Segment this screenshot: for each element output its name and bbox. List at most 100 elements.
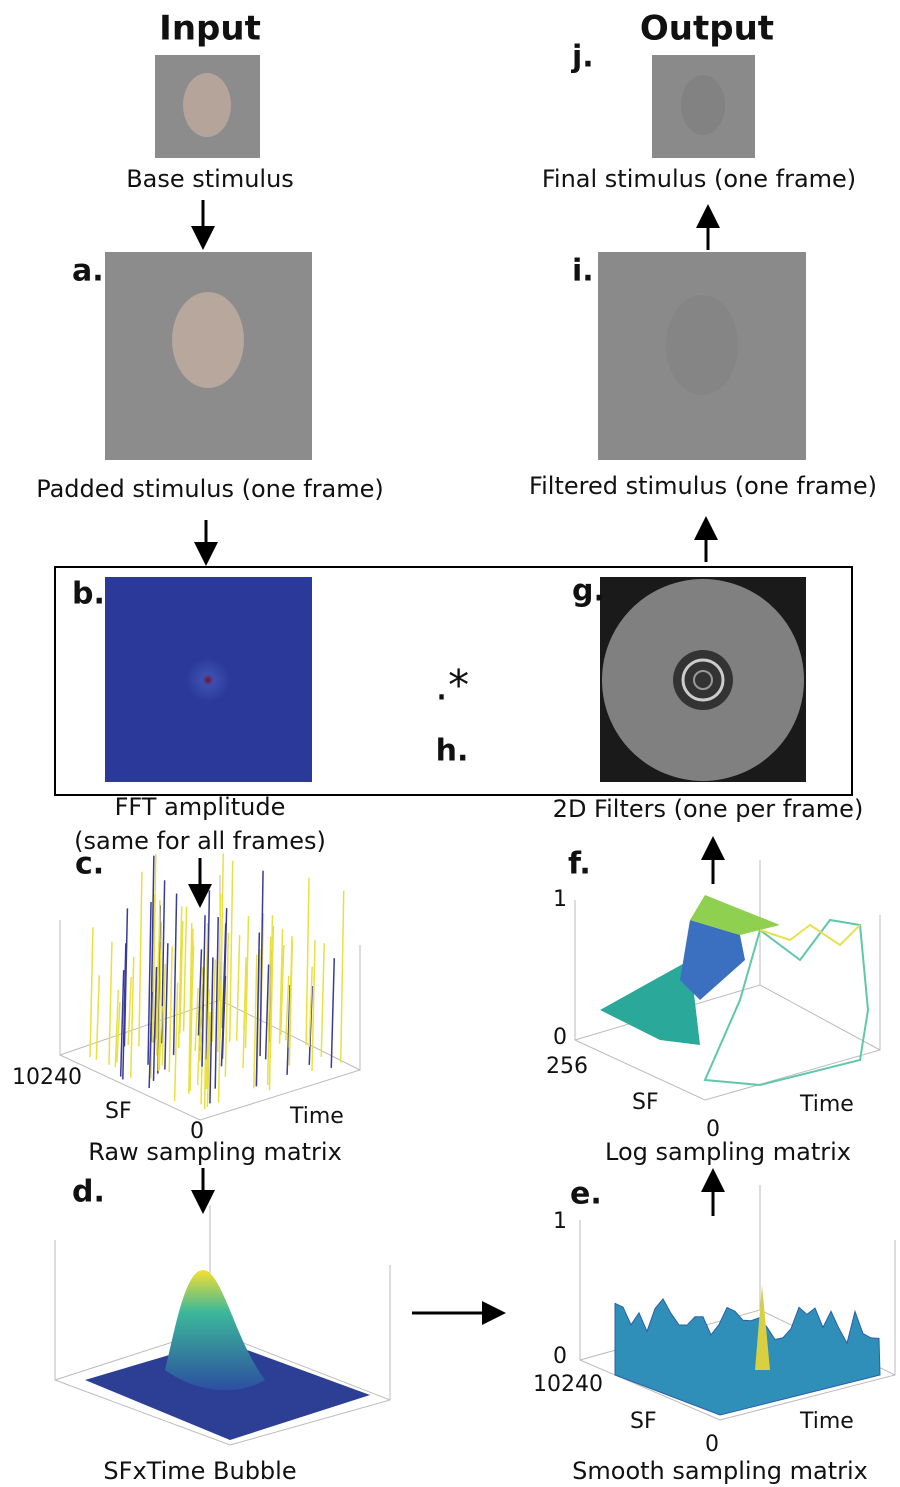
axis-label: 1 — [553, 1209, 567, 1234]
spike — [278, 928, 284, 1044]
spike — [164, 943, 169, 1070]
face — [172, 292, 244, 388]
axis-label: 1 — [553, 887, 567, 912]
filter-ring — [693, 670, 713, 690]
fft-center — [186, 658, 230, 702]
spike — [114, 989, 120, 1068]
operator: .* — [435, 661, 469, 710]
spike — [330, 958, 336, 1068]
panel-letter: c. — [75, 847, 104, 882]
panel-letter: b. — [72, 577, 105, 612]
spike — [168, 946, 173, 1073]
caption: Smooth sampling matrix — [572, 1457, 868, 1485]
panel-letter: j. — [571, 40, 594, 75]
spike — [242, 957, 247, 1069]
caption: SFxTime Bubble — [103, 1457, 296, 1485]
axis-label: Time — [799, 1092, 854, 1117]
surface — [680, 920, 745, 1000]
axis-label: Time — [799, 1409, 854, 1434]
mesh — [759, 923, 861, 947]
spike — [194, 988, 199, 1051]
spike — [308, 966, 313, 1047]
axis-box — [574, 860, 881, 1101]
axis-label: SF — [630, 1409, 657, 1434]
spike — [264, 964, 270, 1060]
spike — [259, 870, 264, 1057]
spike — [339, 890, 345, 1063]
spike — [197, 949, 203, 1036]
caption: Final stimulus (one frame) — [542, 165, 856, 193]
face — [666, 295, 738, 395]
axis-label: 10240 — [12, 1065, 82, 1090]
spike — [173, 982, 179, 1102]
box — [54, 566, 853, 796]
spike — [320, 943, 325, 1057]
axis-label: 0 — [190, 1119, 204, 1144]
caption: 2D Filters (one per frame) — [553, 795, 864, 823]
peak — [755, 1285, 770, 1370]
panel-letter: h. — [436, 734, 469, 769]
spike — [123, 908, 129, 1047]
spike — [129, 956, 135, 1078]
spike — [122, 943, 127, 1080]
caption: Padded stimulus (one frame) — [36, 475, 384, 503]
spike — [205, 890, 211, 1060]
spike — [147, 901, 152, 1065]
spike — [127, 977, 132, 1046]
axis-label: 10240 — [533, 1372, 603, 1397]
surface — [600, 960, 700, 1045]
spike — [119, 970, 125, 1077]
axis-label: Time — [289, 1104, 344, 1129]
spike — [211, 959, 217, 1042]
spike — [205, 989, 210, 1090]
spike — [217, 962, 223, 1103]
axis-label: 0 — [705, 1432, 719, 1457]
axis-label: 0 — [706, 1117, 720, 1142]
spike — [89, 927, 94, 1058]
axis-label: SF — [105, 1099, 132, 1124]
spike — [206, 1011, 211, 1090]
spike — [268, 915, 274, 1091]
spike — [158, 1006, 163, 1071]
spike — [222, 908, 228, 1021]
face — [681, 75, 725, 135]
panel-letter: g. — [572, 574, 605, 609]
bubble — [165, 1270, 265, 1391]
spike — [216, 893, 222, 1052]
spike — [266, 936, 272, 1085]
spike — [288, 936, 293, 1048]
spike — [224, 932, 230, 1077]
caption: Filtered stimulus (one frame) — [529, 472, 877, 500]
spike — [280, 944, 285, 1036]
spike — [177, 906, 183, 1049]
spike — [152, 966, 158, 1081]
spike — [172, 893, 178, 1056]
plot-3d — [59, 853, 361, 1121]
spike — [95, 975, 101, 1060]
spike — [156, 900, 161, 1056]
spike — [311, 940, 316, 1071]
spike — [188, 923, 193, 1094]
spike — [179, 921, 184, 1034]
plot-3d — [579, 1185, 896, 1421]
spike — [161, 963, 167, 1066]
mesh — [703, 918, 870, 1087]
panel-letter: a. — [72, 254, 104, 289]
face — [183, 73, 231, 137]
panel-letter: f. — [568, 847, 591, 882]
header: Input — [159, 9, 261, 49]
caption: Raw sampling matrix — [88, 1138, 342, 1166]
spike — [285, 975, 290, 1041]
surface — [690, 895, 780, 935]
panel-letter: e. — [570, 1177, 602, 1212]
spike — [228, 860, 234, 1042]
caption: Base stimulus — [126, 165, 294, 193]
axis-label: 0 — [553, 1025, 567, 1050]
spike — [198, 967, 204, 1062]
caption: Log sampling matrix — [605, 1138, 851, 1166]
axis-label: 256 — [546, 1054, 588, 1079]
spike — [108, 941, 113, 1065]
spike — [201, 915, 206, 1067]
spike — [148, 991, 153, 1089]
